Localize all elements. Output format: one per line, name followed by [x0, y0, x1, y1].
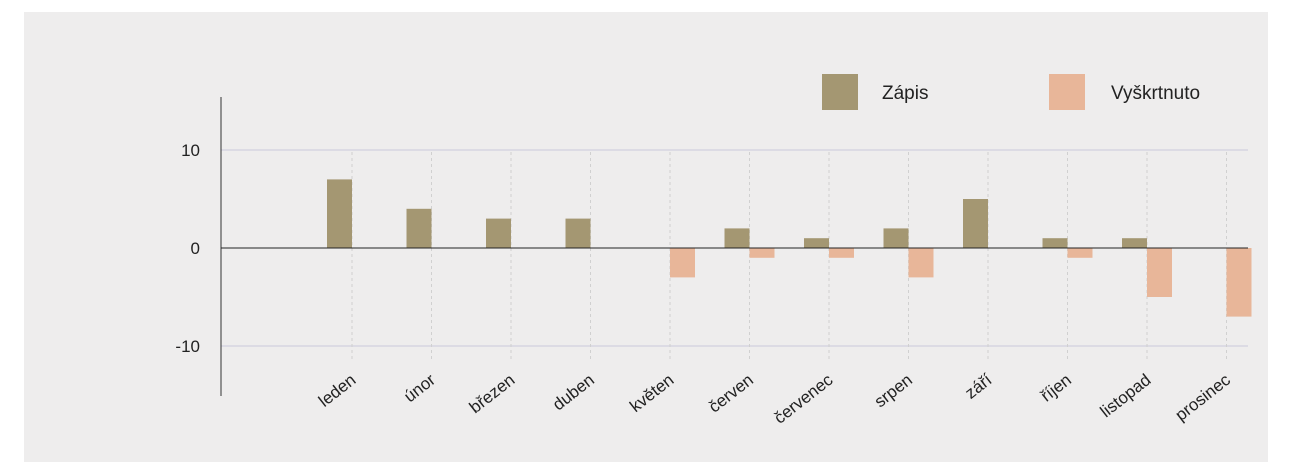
x-tick-label: listopad [1097, 370, 1155, 421]
bar-vyskrtnuto [1226, 248, 1252, 317]
bar-zapis [406, 208, 432, 248]
bar-zapis [565, 218, 591, 248]
y-tick-label: 0 [191, 239, 200, 258]
legend-swatch-zapis [822, 74, 858, 110]
y-tick-label: -10 [175, 337, 200, 356]
bar-zapis [883, 228, 909, 248]
axis-layer [220, 97, 1248, 396]
bar-zapis [486, 218, 511, 248]
x-tick-label: prosinec [1172, 370, 1235, 425]
y-tick-label: 10 [181, 141, 200, 160]
legend-label-vyskrtnuto: Vyškrtnuto [1111, 83, 1200, 104]
x-tick-label: říjen [1037, 370, 1075, 405]
bars-layer [327, 179, 1252, 317]
x-tick-label: leden [315, 370, 359, 411]
bar-zapis [963, 199, 988, 248]
y-tick-labels: 10 0 -10 [175, 141, 200, 356]
x-tick-label: únor [400, 370, 439, 406]
x-tick-label: srpen [871, 370, 916, 411]
x-tick-label: září [961, 370, 995, 403]
x-tick-label: červen [705, 370, 757, 416]
x-tick-label: červenec [770, 370, 836, 428]
bar-zapis [327, 179, 352, 248]
x-tick-label: duben [549, 370, 598, 414]
bar-vyskrtnuto [670, 248, 695, 278]
x-tick-label: květen [626, 370, 677, 416]
bar-vyskrtnuto [829, 248, 854, 258]
legend-label-zapis: Zápis [882, 83, 928, 104]
bar-vyskrtnuto [1147, 248, 1172, 297]
bar-zapis [804, 238, 829, 248]
legend-swatch-vyskrtnuto [1049, 74, 1085, 110]
bar-vyskrtnuto [749, 248, 775, 258]
bar-zapis [724, 228, 750, 248]
x-tick-labels: leden únor březen duben květen červen červenec… [315, 370, 1234, 428]
bar-zapis [1122, 238, 1147, 248]
x-tick-label: březen [466, 370, 519, 417]
bar-vyskrtnuto [1067, 248, 1093, 258]
bar-zapis [1042, 238, 1068, 248]
chart-panel: 10 0 -10 leden únor březen duben květen červe… [24, 12, 1268, 462]
legend: Zápis Vyškrtnuto [822, 74, 1200, 110]
bar-chart: 10 0 -10 leden únor březen duben květen červe… [175, 74, 1252, 428]
bar-vyskrtnuto [908, 248, 934, 278]
grid-layer [221, 149, 1248, 362]
